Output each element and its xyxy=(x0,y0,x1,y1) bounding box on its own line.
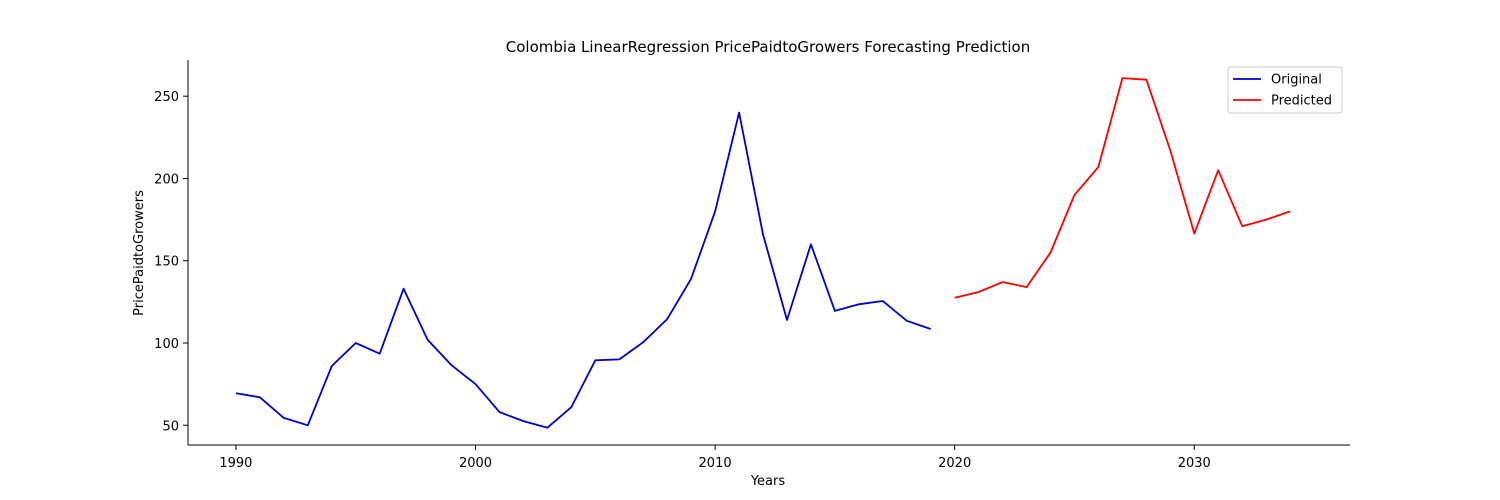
x-tick-label: 2010 xyxy=(699,456,732,471)
x-axis-label: Years xyxy=(750,474,786,489)
series-layer xyxy=(235,77,1291,429)
legend-label: Original xyxy=(1271,73,1322,88)
legend-label: Predicted xyxy=(1271,94,1332,109)
y-tick-label: 250 xyxy=(154,90,179,105)
series-line-original xyxy=(235,111,931,429)
x-tick-label: 1990 xyxy=(219,456,252,471)
y-tick-label: 200 xyxy=(154,172,179,187)
chart-title: Colombia LinearRegression PricePaidtoGro… xyxy=(506,38,1030,56)
y-tick-label: 50 xyxy=(162,419,179,434)
legend: Original Predicted xyxy=(1227,66,1343,114)
x-tick-label: 2030 xyxy=(1178,456,1211,471)
x-tick-label: 2000 xyxy=(459,456,492,471)
x-tick-label: 2020 xyxy=(938,456,971,471)
y-axis-label: PricePaidtoGrowers xyxy=(132,190,147,316)
y-tick-label: 150 xyxy=(154,255,179,270)
series-line-predicted xyxy=(954,77,1291,299)
y-tick-label: 100 xyxy=(154,337,179,352)
axes: 1990 2000 2010 2020 2030 50 100 150 200 250 xyxy=(154,60,1350,471)
